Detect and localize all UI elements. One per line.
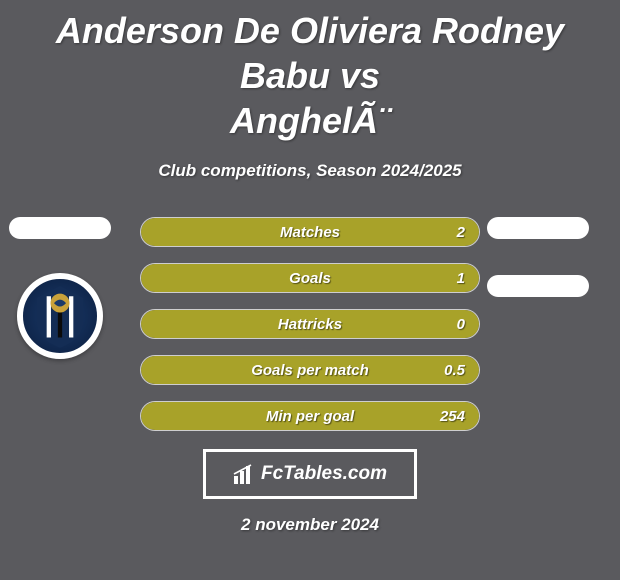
title-line-1: Anderson De Oliviera Rodney Babu vs [56, 10, 564, 96]
stat-label: Goals [141, 264, 479, 292]
stat-label: Min per goal [141, 402, 479, 430]
stat-bar-goals: Goals 1 [140, 263, 480, 293]
comparison-subtitle: Club competitions, Season 2024/2025 [0, 161, 620, 181]
stat-bar-goals-per-match: Goals per match 0.5 [140, 355, 480, 385]
right-player-column [486, 217, 590, 297]
stat-label: Hattricks [141, 310, 479, 338]
bar-chart-icon [233, 464, 255, 484]
stat-right-value: 2 [457, 218, 465, 246]
fctables-logo: FcTables.com [203, 449, 417, 499]
stat-label: Goals per match [141, 356, 479, 384]
logo-text: FcTables.com [261, 463, 387, 485]
stat-bar-hattricks: Hattricks 0 [140, 309, 480, 339]
stat-bars: Matches 2 Goals 1 Hattricks 0 Goals per … [140, 217, 480, 431]
stat-right-value: 0 [457, 310, 465, 338]
stat-right-value: 1 [457, 264, 465, 292]
title-line-2: AnghelÃ¨ [230, 100, 390, 141]
stat-right-value: 0.5 [444, 356, 465, 384]
right-flag-pill-1 [487, 217, 589, 239]
left-flag-pill [9, 217, 111, 239]
right-flag-pill-2 [487, 275, 589, 297]
stat-bar-matches: Matches 2 [140, 217, 480, 247]
stats-area: Matches 2 Goals 1 Hattricks 0 Goals per … [0, 217, 620, 431]
stat-label: Matches [141, 218, 479, 246]
comparison-title: Anderson De Oliviera Rodney Babu vs Angh… [0, 0, 620, 143]
generation-date: 2 november 2024 [0, 515, 620, 535]
club-badge-icon [23, 279, 97, 353]
left-player-column [8, 217, 112, 359]
left-club-badge [17, 273, 103, 359]
stat-bar-min-per-goal: Min per goal 254 [140, 401, 480, 431]
stat-right-value: 254 [440, 402, 465, 430]
